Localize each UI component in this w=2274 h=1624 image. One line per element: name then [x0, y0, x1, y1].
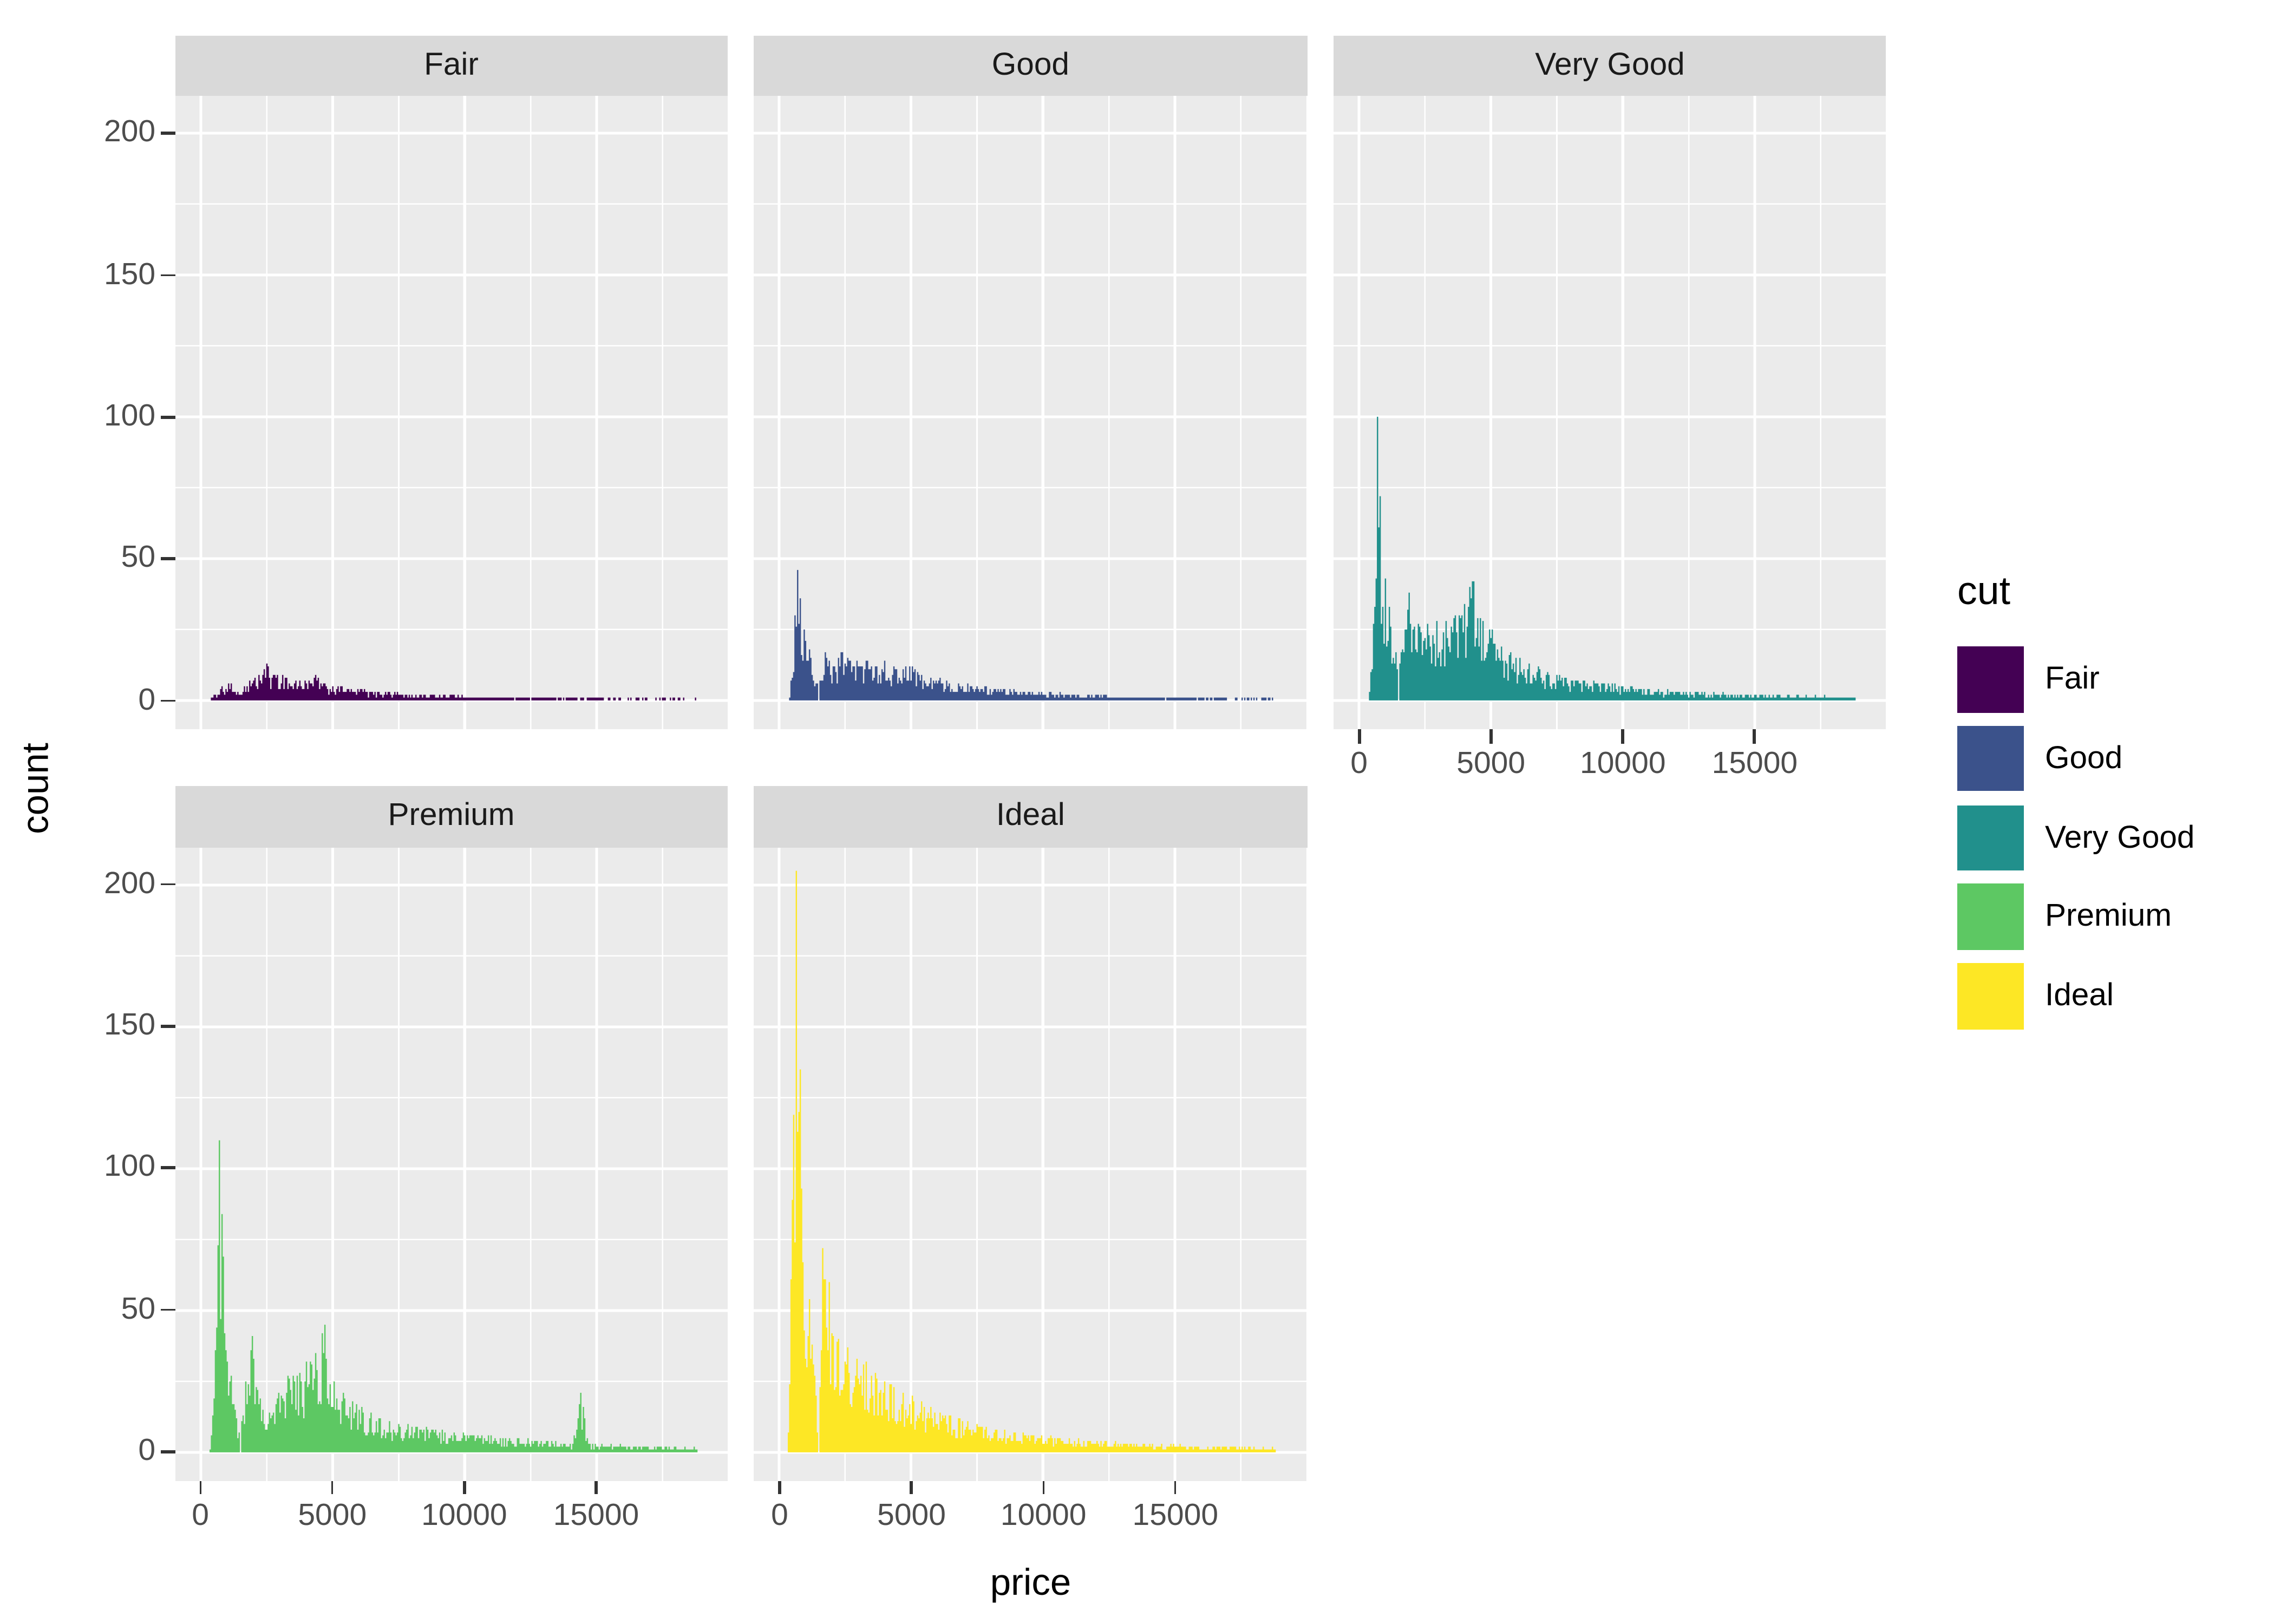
- panel-background: [1334, 96, 1886, 730]
- x-tick-mark: [1357, 729, 1361, 743]
- x-tick-label: 0: [771, 1498, 788, 1533]
- y-axis-title: count: [14, 743, 56, 834]
- facet-strip-label-good: Good: [991, 47, 1069, 83]
- facet-strip-ideal: Ideal: [754, 786, 1307, 847]
- y-tick-label: 200: [103, 866, 156, 901]
- x-tick-mark: [1042, 1480, 1045, 1494]
- y-tick-label: 150: [103, 1008, 156, 1043]
- x-tick-label: 10000: [1000, 1498, 1087, 1533]
- legend-swatch-very-good: [1957, 804, 2023, 871]
- x-tick-label: 0: [1350, 747, 1368, 782]
- histogram-panel-ideal: [754, 847, 1307, 1481]
- x-tick-label: 15000: [1132, 1498, 1219, 1533]
- legend-label-fair: Fair: [2045, 661, 2100, 697]
- legend-label-ideal: Ideal: [2045, 978, 2114, 1014]
- y-tick-mark: [161, 1450, 175, 1453]
- facet-strip-label-fair: Fair: [424, 47, 479, 83]
- x-tick-mark: [594, 1480, 598, 1494]
- y-tick-label: 50: [121, 541, 156, 575]
- x-tick-mark: [778, 1480, 781, 1494]
- histogram-bars-good: [789, 570, 1274, 701]
- histogram-bars-ideal: [788, 870, 1277, 1452]
- gridlines-major: [754, 96, 1307, 730]
- histogram-panel-very-good: [1334, 96, 1886, 730]
- facet-strip-premium: Premium: [175, 786, 728, 847]
- facet-strip-label-ideal: Ideal: [996, 797, 1065, 834]
- y-tick-mark: [161, 699, 175, 703]
- x-tick-label: 5000: [877, 1498, 946, 1533]
- x-tick-mark: [910, 1480, 913, 1494]
- gridlines-minor: [175, 847, 728, 1481]
- x-tick-mark: [1489, 729, 1493, 743]
- y-tick-label: 0: [138, 683, 156, 717]
- gridlines-minor: [1334, 96, 1886, 730]
- y-tick-label: 200: [103, 115, 156, 150]
- gridlines-minor: [754, 96, 1307, 730]
- x-tick-mark: [331, 1480, 334, 1494]
- histogram-bars-fair: [210, 664, 696, 701]
- x-tick-label: 5000: [298, 1498, 367, 1533]
- histogram-panel-premium: [175, 847, 728, 1481]
- x-tick-mark: [1174, 1480, 1177, 1494]
- x-tick-mark: [462, 1480, 466, 1494]
- y-tick-mark: [161, 883, 175, 886]
- histogram-bars-premium: [209, 1140, 697, 1452]
- legend-swatch-fair: [1957, 646, 2023, 712]
- x-tick-mark: [1621, 729, 1624, 743]
- gridlines-major: [1334, 96, 1886, 730]
- facet-strip-label-premium: Premium: [388, 797, 515, 834]
- y-tick-label: 50: [121, 1292, 156, 1326]
- legend-title: cut: [1957, 570, 2011, 614]
- legend-label-premium: Premium: [2045, 899, 2172, 935]
- legend-swatch-premium: [1957, 884, 2023, 950]
- facet-strip-fair: Fair: [175, 36, 728, 96]
- panel-background: [175, 96, 728, 730]
- y-tick-mark: [161, 1308, 175, 1312]
- y-tick-label: 0: [138, 1433, 156, 1468]
- histogram-panel-fair: [175, 96, 728, 730]
- facet-strip-label-very-good: Very Good: [1535, 47, 1685, 83]
- y-tick-label: 100: [103, 399, 156, 434]
- facet-strip-good: Good: [754, 36, 1307, 96]
- gridlines-minor: [175, 96, 728, 730]
- histogram-panel-good: [754, 96, 1307, 730]
- x-tick-mark: [199, 1480, 202, 1494]
- legend-label-good: Good: [2045, 740, 2123, 776]
- x-tick-mark: [1753, 729, 1756, 743]
- x-tick-label: 10000: [1580, 747, 1666, 782]
- legend-swatch-good: [1957, 725, 2023, 791]
- panel-background: [175, 847, 728, 1481]
- y-tick-mark: [161, 1025, 175, 1028]
- x-tick-label: 5000: [1456, 747, 1526, 782]
- legend-swatch-ideal: [1957, 963, 2023, 1030]
- panel-background: [754, 96, 1307, 730]
- y-tick-label: 100: [103, 1150, 156, 1184]
- y-tick-mark: [161, 558, 175, 561]
- legend-label-very-good: Very Good: [2045, 819, 2195, 855]
- y-tick-mark: [161, 132, 175, 135]
- x-axis-title: price: [990, 1561, 1071, 1603]
- y-tick-mark: [161, 1167, 175, 1170]
- y-tick-label: 150: [103, 257, 156, 292]
- x-tick-label: 10000: [421, 1498, 507, 1533]
- y-tick-mark: [161, 274, 175, 277]
- histogram-bars-very-good: [1369, 417, 1856, 701]
- x-tick-label: 0: [192, 1498, 210, 1533]
- gridlines-major: [175, 96, 728, 730]
- facet-strip-very-good: Very Good: [1334, 36, 1886, 96]
- x-tick-label: 15000: [553, 1498, 639, 1533]
- x-tick-label: 15000: [1711, 747, 1798, 782]
- y-tick-mark: [161, 416, 175, 419]
